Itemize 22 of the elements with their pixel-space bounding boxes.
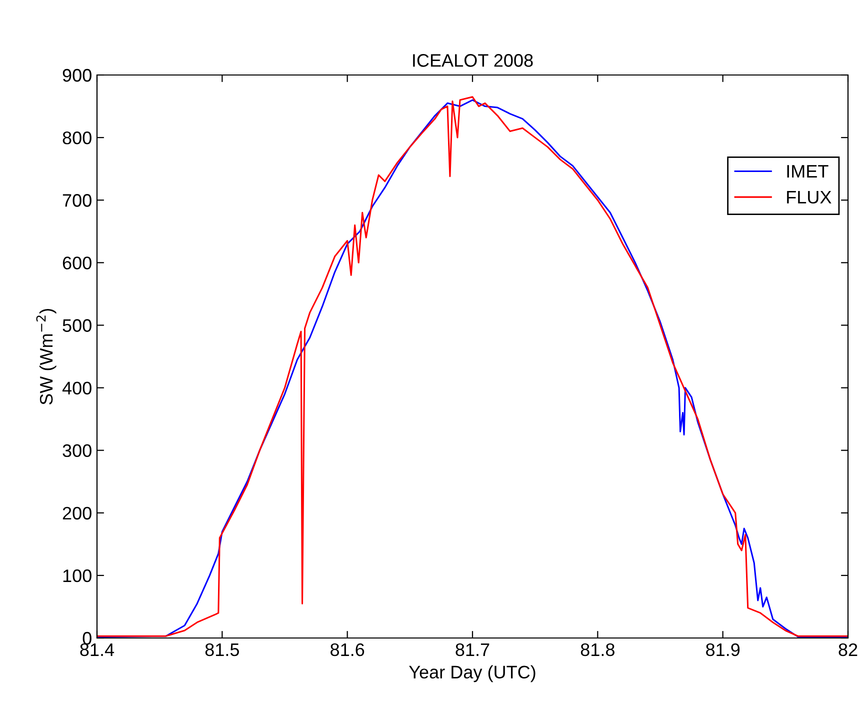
x-tick-label: 81.7 — [456, 643, 490, 656]
y-tick-label: 100 — [63, 569, 92, 582]
legend-label: FLUX — [787, 190, 832, 204]
y-tick-label: 700 — [62, 194, 92, 207]
y-tick-label: 500 — [62, 319, 92, 332]
y-tick-label: 200 — [62, 506, 92, 520]
y-axis-title: SW (Wm$^{−2}$) — [36, 308, 56, 405]
x-axis-title: Year Day (UTC) — [409, 665, 536, 682]
y-tick-label: 800 — [62, 131, 92, 144]
y-tick-label: 300 — [62, 444, 92, 458]
y-tick-label: 900 — [62, 68, 92, 82]
x-tick-label: 81.9 — [706, 643, 740, 656]
x-tick-label: 82 — [838, 643, 858, 656]
y-tick-label: 600 — [62, 256, 92, 270]
y-tick-label: 0 — [82, 632, 92, 645]
x-tick-label: 81.4 — [80, 643, 114, 656]
legend-label: IMET — [787, 165, 828, 178]
chart-title: ICEALOT 2008 — [413, 54, 533, 67]
y-tick-label: 400 — [62, 382, 92, 394]
x-tick-label: 81.8 — [580, 643, 614, 656]
x-tick-label: 81.6 — [330, 643, 364, 656]
x-tick-label: 81.5 — [205, 643, 239, 656]
